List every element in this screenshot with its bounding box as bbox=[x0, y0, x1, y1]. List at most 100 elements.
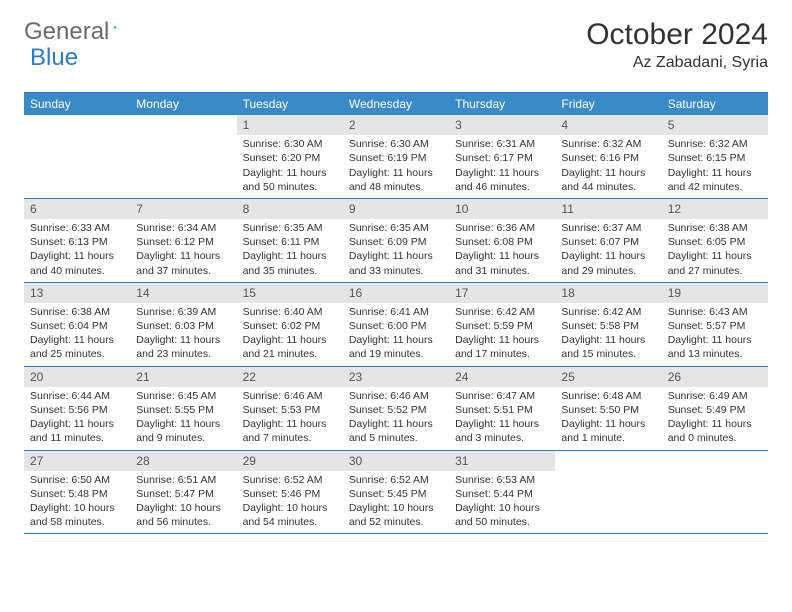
day-header-thursday: Thursday bbox=[449, 93, 555, 115]
daylight-text: Daylight: 11 hours and 15 minutes. bbox=[561, 333, 655, 361]
day-cell: 22Sunrise: 6:46 AMSunset: 5:53 PMDayligh… bbox=[237, 367, 343, 450]
sunset-text: Sunset: 6:00 PM bbox=[349, 319, 443, 333]
day-number: 29 bbox=[237, 451, 343, 471]
day-number: 4 bbox=[555, 115, 661, 135]
day-number: 26 bbox=[662, 367, 768, 387]
sunset-text: Sunset: 5:55 PM bbox=[136, 403, 230, 417]
sunset-text: Sunset: 6:09 PM bbox=[349, 235, 443, 249]
daylight-text: Daylight: 11 hours and 27 minutes. bbox=[668, 249, 762, 277]
daylight-text: Daylight: 10 hours and 56 minutes. bbox=[136, 501, 230, 529]
sunrise-text: Sunrise: 6:48 AM bbox=[561, 389, 655, 403]
day-body: Sunrise: 6:46 AMSunset: 5:52 PMDaylight:… bbox=[343, 387, 449, 450]
sunset-text: Sunset: 5:44 PM bbox=[455, 487, 549, 501]
day-number: 16 bbox=[343, 283, 449, 303]
day-header-row: SundayMondayTuesdayWednesdayThursdayFrid… bbox=[24, 93, 768, 115]
day-number: 12 bbox=[662, 199, 768, 219]
day-cell: 1Sunrise: 6:30 AMSunset: 6:20 PMDaylight… bbox=[237, 115, 343, 198]
day-number: 1 bbox=[237, 115, 343, 135]
day-cell: 29Sunrise: 6:52 AMSunset: 5:46 PMDayligh… bbox=[237, 451, 343, 534]
sunrise-text: Sunrise: 6:42 AM bbox=[561, 305, 655, 319]
daylight-text: Daylight: 11 hours and 1 minute. bbox=[561, 417, 655, 445]
day-body: Sunrise: 6:48 AMSunset: 5:50 PMDaylight:… bbox=[555, 387, 661, 450]
sunrise-text: Sunrise: 6:43 AM bbox=[668, 305, 762, 319]
sunset-text: Sunset: 5:58 PM bbox=[561, 319, 655, 333]
week-row: 13Sunrise: 6:38 AMSunset: 6:04 PMDayligh… bbox=[24, 283, 768, 367]
sunset-text: Sunset: 6:16 PM bbox=[561, 151, 655, 165]
weeks-container: 1Sunrise: 6:30 AMSunset: 6:20 PMDaylight… bbox=[24, 115, 768, 534]
sunrise-text: Sunrise: 6:39 AM bbox=[136, 305, 230, 319]
sunrise-text: Sunrise: 6:50 AM bbox=[30, 473, 124, 487]
day-cell: 23Sunrise: 6:46 AMSunset: 5:52 PMDayligh… bbox=[343, 367, 449, 450]
day-number: 3 bbox=[449, 115, 555, 135]
sunset-text: Sunset: 5:50 PM bbox=[561, 403, 655, 417]
logo: General bbox=[24, 18, 133, 46]
daylight-text: Daylight: 11 hours and 3 minutes. bbox=[455, 417, 549, 445]
day-cell: 6Sunrise: 6:33 AMSunset: 6:13 PMDaylight… bbox=[24, 199, 130, 282]
day-body: Sunrise: 6:47 AMSunset: 5:51 PMDaylight:… bbox=[449, 387, 555, 450]
daylight-text: Daylight: 11 hours and 25 minutes. bbox=[30, 333, 124, 361]
sunrise-text: Sunrise: 6:51 AM bbox=[136, 473, 230, 487]
daylight-text: Daylight: 11 hours and 44 minutes. bbox=[561, 166, 655, 194]
day-header-sunday: Sunday bbox=[24, 93, 130, 115]
day-body: Sunrise: 6:42 AMSunset: 5:58 PMDaylight:… bbox=[555, 303, 661, 366]
day-body: Sunrise: 6:53 AMSunset: 5:44 PMDaylight:… bbox=[449, 471, 555, 534]
day-number: 9 bbox=[343, 199, 449, 219]
logo-text-gray: General bbox=[24, 18, 109, 46]
day-body: Sunrise: 6:49 AMSunset: 5:49 PMDaylight:… bbox=[662, 387, 768, 450]
day-cell: 30Sunrise: 6:52 AMSunset: 5:45 PMDayligh… bbox=[343, 451, 449, 534]
day-header-monday: Monday bbox=[130, 93, 236, 115]
daylight-text: Daylight: 11 hours and 37 minutes. bbox=[136, 249, 230, 277]
sunset-text: Sunset: 5:51 PM bbox=[455, 403, 549, 417]
daylight-text: Daylight: 11 hours and 17 minutes. bbox=[455, 333, 549, 361]
day-cell: 24Sunrise: 6:47 AMSunset: 5:51 PMDayligh… bbox=[449, 367, 555, 450]
day-body: Sunrise: 6:34 AMSunset: 6:12 PMDaylight:… bbox=[130, 219, 236, 282]
daylight-text: Daylight: 11 hours and 50 minutes. bbox=[243, 166, 337, 194]
day-body: Sunrise: 6:44 AMSunset: 5:56 PMDaylight:… bbox=[24, 387, 130, 450]
daylight-text: Daylight: 11 hours and 42 minutes. bbox=[668, 166, 762, 194]
day-body: Sunrise: 6:51 AMSunset: 5:47 PMDaylight:… bbox=[130, 471, 236, 534]
day-cell: 3Sunrise: 6:31 AMSunset: 6:17 PMDaylight… bbox=[449, 115, 555, 198]
sunrise-text: Sunrise: 6:46 AM bbox=[243, 389, 337, 403]
sunrise-text: Sunrise: 6:36 AM bbox=[455, 221, 549, 235]
day-number: 22 bbox=[237, 367, 343, 387]
day-cell bbox=[24, 115, 130, 198]
sunrise-text: Sunrise: 6:38 AM bbox=[30, 305, 124, 319]
daylight-text: Daylight: 11 hours and 31 minutes. bbox=[455, 249, 549, 277]
logo-sail-icon bbox=[113, 19, 116, 35]
day-number: 31 bbox=[449, 451, 555, 471]
sunrise-text: Sunrise: 6:52 AM bbox=[349, 473, 443, 487]
day-body: Sunrise: 6:38 AMSunset: 6:04 PMDaylight:… bbox=[24, 303, 130, 366]
daylight-text: Daylight: 11 hours and 0 minutes. bbox=[668, 417, 762, 445]
day-body: Sunrise: 6:40 AMSunset: 6:02 PMDaylight:… bbox=[237, 303, 343, 366]
sunset-text: Sunset: 6:12 PM bbox=[136, 235, 230, 249]
day-cell: 27Sunrise: 6:50 AMSunset: 5:48 PMDayligh… bbox=[24, 451, 130, 534]
sunset-text: Sunset: 6:15 PM bbox=[668, 151, 762, 165]
daylight-text: Daylight: 11 hours and 13 minutes. bbox=[668, 333, 762, 361]
sunrise-text: Sunrise: 6:30 AM bbox=[243, 137, 337, 151]
daylight-text: Daylight: 10 hours and 52 minutes. bbox=[349, 501, 443, 529]
day-number: 27 bbox=[24, 451, 130, 471]
sunset-text: Sunset: 6:02 PM bbox=[243, 319, 337, 333]
sunset-text: Sunset: 6:04 PM bbox=[30, 319, 124, 333]
day-cell: 12 Sunrise: 6:38 AMSunset: 6:05 PMDayligh… bbox=[662, 199, 768, 282]
day-cell: 31Sunrise: 6:53 AMSunset: 5:44 PMDayligh… bbox=[449, 451, 555, 534]
header: General October 2024 Az Zabadani, Syria bbox=[24, 18, 768, 72]
sunrise-text: Sunrise: 6:41 AM bbox=[349, 305, 443, 319]
daylight-text: Daylight: 10 hours and 50 minutes. bbox=[455, 501, 549, 529]
sunrise-text: Sunrise: 6:44 AM bbox=[30, 389, 124, 403]
sunrise-text: Sunrise: 6:35 AM bbox=[243, 221, 337, 235]
sunset-text: Sunset: 6:05 PM bbox=[668, 235, 762, 249]
sunset-text: Sunset: 5:59 PM bbox=[455, 319, 549, 333]
day-cell: 20Sunrise: 6:44 AMSunset: 5:56 PMDayligh… bbox=[24, 367, 130, 450]
sunrise-text: Sunrise: 6:38 AM bbox=[668, 221, 762, 235]
day-body: Sunrise: 6:32 AMSunset: 6:16 PMDaylight:… bbox=[555, 135, 661, 198]
sunset-text: Sunset: 6:11 PM bbox=[243, 235, 337, 249]
sunset-text: Sunset: 5:46 PM bbox=[243, 487, 337, 501]
day-number: 11 bbox=[555, 199, 661, 219]
day-cell: 28Sunrise: 6:51 AMSunset: 5:47 PMDayligh… bbox=[130, 451, 236, 534]
sunset-text: Sunset: 6:07 PM bbox=[561, 235, 655, 249]
day-body: Sunrise: 6:37 AMSunset: 6:07 PMDaylight:… bbox=[555, 219, 661, 282]
week-row: 6Sunrise: 6:33 AMSunset: 6:13 PMDaylight… bbox=[24, 199, 768, 283]
daylight-text: Daylight: 11 hours and 11 minutes. bbox=[30, 417, 124, 445]
day-header-friday: Friday bbox=[555, 93, 661, 115]
